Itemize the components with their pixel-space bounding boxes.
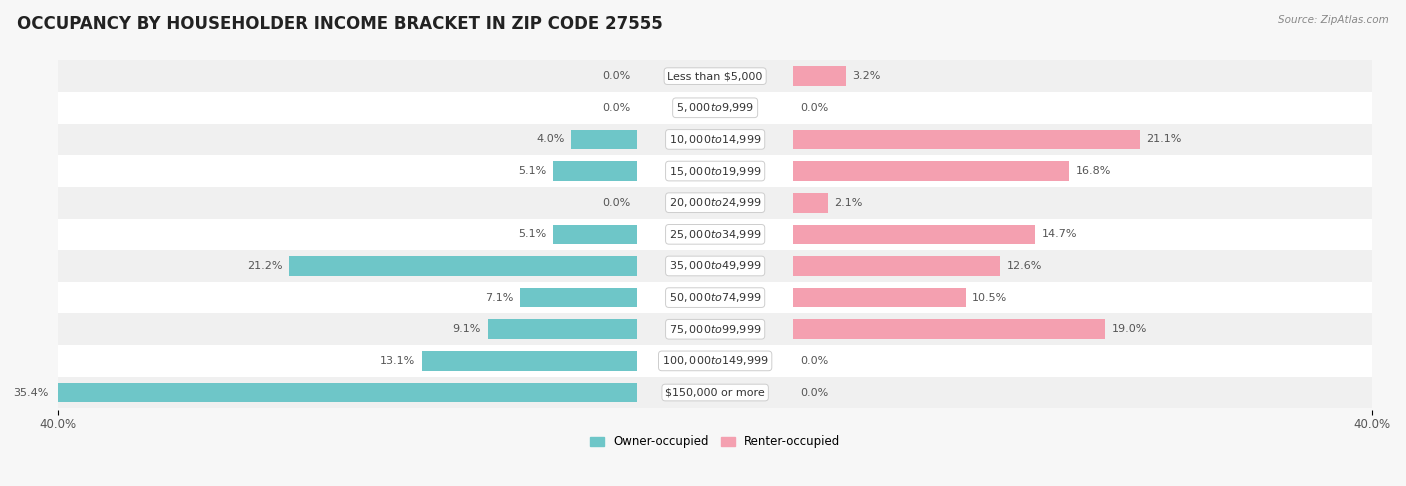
Bar: [288, 256, 637, 276]
Text: 5.1%: 5.1%: [519, 166, 547, 176]
Bar: [58, 155, 1372, 187]
Text: Less than $5,000: Less than $5,000: [668, 71, 763, 81]
Text: 16.8%: 16.8%: [1076, 166, 1111, 176]
Bar: [793, 130, 1140, 149]
Text: 10.5%: 10.5%: [973, 293, 1008, 303]
Bar: [58, 60, 1372, 92]
Bar: [793, 193, 828, 212]
Text: 21.2%: 21.2%: [246, 261, 283, 271]
Bar: [793, 256, 1000, 276]
Text: 0.0%: 0.0%: [602, 71, 630, 81]
Text: $10,000 to $14,999: $10,000 to $14,999: [669, 133, 762, 146]
Bar: [58, 377, 1372, 408]
Text: 0.0%: 0.0%: [602, 103, 630, 113]
Bar: [58, 123, 1372, 155]
Text: 7.1%: 7.1%: [485, 293, 513, 303]
Bar: [488, 319, 637, 339]
Text: Source: ZipAtlas.com: Source: ZipAtlas.com: [1278, 15, 1389, 25]
Bar: [520, 288, 637, 308]
Bar: [58, 92, 1372, 123]
Text: $150,000 or more: $150,000 or more: [665, 387, 765, 398]
Text: OCCUPANCY BY HOUSEHOLDER INCOME BRACKET IN ZIP CODE 27555: OCCUPANCY BY HOUSEHOLDER INCOME BRACKET …: [17, 15, 662, 33]
Text: 21.1%: 21.1%: [1146, 135, 1182, 144]
Bar: [793, 66, 846, 86]
Text: 0.0%: 0.0%: [800, 103, 828, 113]
Text: 2.1%: 2.1%: [834, 198, 863, 208]
Text: $15,000 to $19,999: $15,000 to $19,999: [669, 165, 762, 177]
Text: 0.0%: 0.0%: [602, 198, 630, 208]
Text: 9.1%: 9.1%: [453, 324, 481, 334]
Bar: [793, 288, 966, 308]
Bar: [58, 313, 1372, 345]
Bar: [58, 282, 1372, 313]
Bar: [58, 250, 1372, 282]
Text: $5,000 to $9,999: $5,000 to $9,999: [676, 101, 754, 114]
Bar: [571, 130, 637, 149]
Text: 4.0%: 4.0%: [537, 135, 565, 144]
Legend: Owner-occupied, Renter-occupied: Owner-occupied, Renter-occupied: [585, 431, 845, 453]
Text: 19.0%: 19.0%: [1112, 324, 1147, 334]
Bar: [58, 219, 1372, 250]
Bar: [55, 382, 637, 402]
Bar: [793, 225, 1035, 244]
Text: $35,000 to $49,999: $35,000 to $49,999: [669, 260, 762, 273]
Text: $20,000 to $24,999: $20,000 to $24,999: [669, 196, 762, 209]
Text: 3.2%: 3.2%: [852, 71, 880, 81]
Text: 5.1%: 5.1%: [519, 229, 547, 239]
Bar: [793, 319, 1105, 339]
Text: 14.7%: 14.7%: [1042, 229, 1077, 239]
Bar: [554, 161, 637, 181]
Text: 0.0%: 0.0%: [800, 356, 828, 366]
Text: $75,000 to $99,999: $75,000 to $99,999: [669, 323, 762, 336]
Bar: [554, 225, 637, 244]
Text: $25,000 to $34,999: $25,000 to $34,999: [669, 228, 762, 241]
Bar: [793, 161, 1070, 181]
Text: $50,000 to $74,999: $50,000 to $74,999: [669, 291, 762, 304]
Bar: [422, 351, 637, 371]
Text: 13.1%: 13.1%: [380, 356, 415, 366]
Text: 35.4%: 35.4%: [14, 387, 49, 398]
Text: 12.6%: 12.6%: [1007, 261, 1042, 271]
Bar: [58, 345, 1372, 377]
Bar: [58, 187, 1372, 219]
Text: 0.0%: 0.0%: [800, 387, 828, 398]
Text: $100,000 to $149,999: $100,000 to $149,999: [662, 354, 769, 367]
